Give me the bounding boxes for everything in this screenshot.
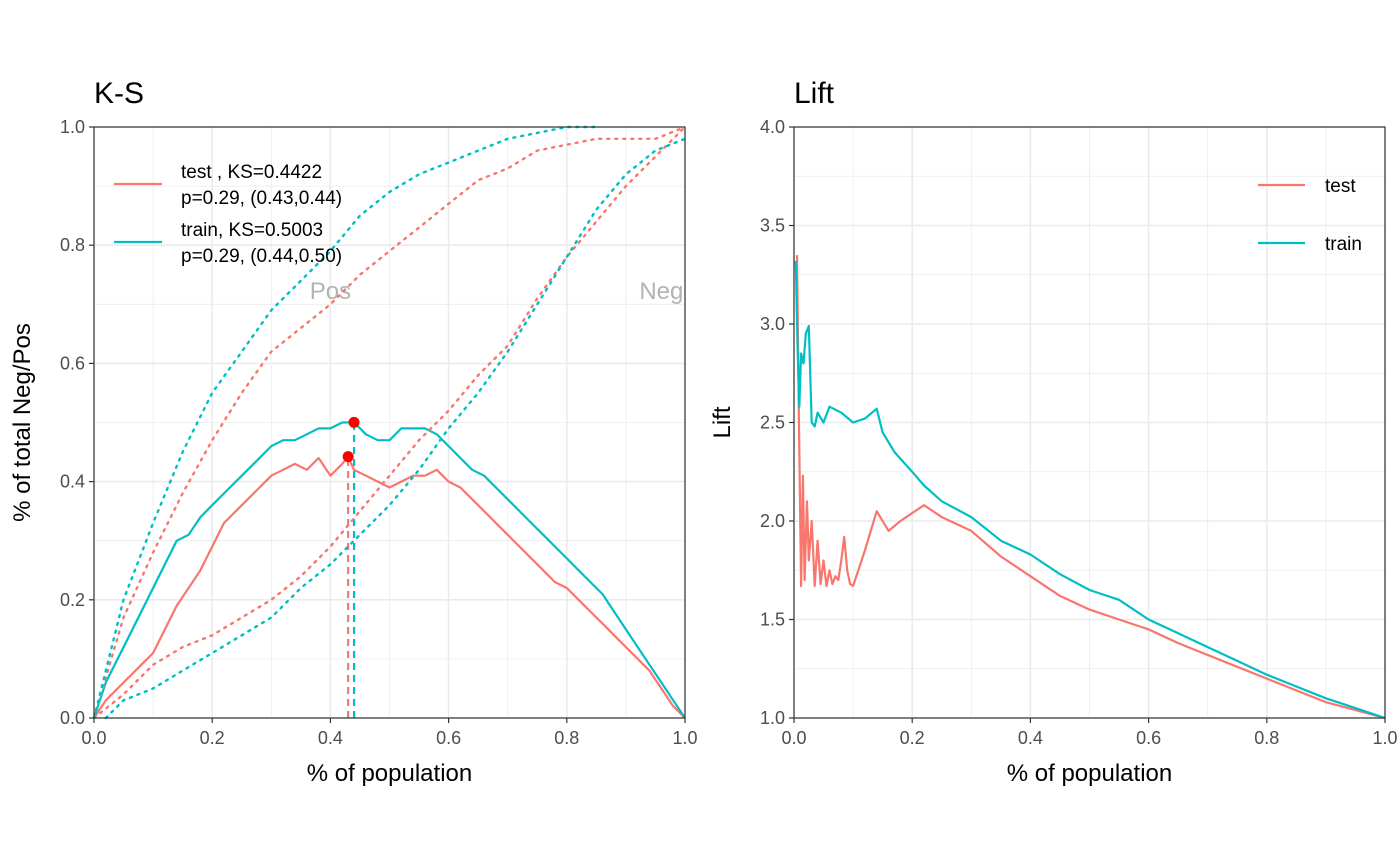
series-line-train_neg bbox=[104, 137, 687, 720]
series-line-train_lift bbox=[794, 260, 1386, 720]
legend-label-test: test , KS=0.4422 bbox=[181, 162, 322, 183]
x-tick-label: 0.0 bbox=[81, 728, 106, 748]
x-tick-label: 1.0 bbox=[672, 728, 697, 748]
series-line-test_pos bbox=[92, 125, 687, 720]
x-tick-label: 0.2 bbox=[200, 728, 225, 748]
y-tick-label: 2.0 bbox=[760, 511, 785, 531]
y-tick-label: 1.0 bbox=[60, 117, 85, 137]
annotation-neg: Neg bbox=[639, 278, 683, 305]
series-line-train_ks bbox=[92, 421, 686, 719]
y-tick-label: 1.5 bbox=[760, 610, 785, 630]
y-tick-label: 0.0 bbox=[60, 708, 85, 728]
y-tick-label: 4.0 bbox=[760, 117, 785, 137]
legend-label-test-detail: p=0.29, (0.43,0.44) bbox=[181, 188, 342, 209]
lift-x-axis-title: % of population bbox=[1007, 760, 1172, 787]
x-tick-label: 0.0 bbox=[781, 728, 806, 748]
lift-chart-title: Lift bbox=[794, 77, 835, 110]
x-tick-label: 0.8 bbox=[554, 728, 579, 748]
y-tick-label: 3.5 bbox=[760, 216, 785, 236]
y-tick-label: 2.5 bbox=[760, 413, 785, 433]
y-tick-label: 0.8 bbox=[60, 235, 85, 255]
y-tick-label: 0.2 bbox=[60, 590, 85, 610]
ks-point-train bbox=[348, 416, 360, 428]
ks-chart-title: K-S bbox=[94, 77, 144, 110]
lift-y-axis-title: Lift bbox=[709, 406, 736, 438]
x-tick-label: 0.4 bbox=[318, 728, 343, 748]
legend-label-test: test bbox=[1325, 176, 1356, 197]
ks-point-test bbox=[342, 451, 354, 463]
ks-y-axis-title: % of total Neg/Pos bbox=[9, 323, 36, 522]
y-tick-label: 0.4 bbox=[60, 472, 85, 492]
legend-label-train-detail: p=0.29, (0.44,0.50) bbox=[181, 246, 342, 267]
x-tick-label: 0.4 bbox=[1018, 728, 1043, 748]
lift-panel: 0.0 0.2 0.4 0.6 0.8 1.0 1.0 1.5 2.0 2.5 3.0 3.5 4.0 L… bbox=[709, 77, 1398, 787]
y-tick-label: 3.0 bbox=[760, 314, 785, 334]
x-tick-label: 0.6 bbox=[436, 728, 461, 748]
y-tick-label: 0.6 bbox=[60, 353, 85, 373]
x-tick-label: 0.8 bbox=[1254, 728, 1279, 748]
y-tick-label: 1.0 bbox=[760, 708, 785, 728]
series-line-train_pos bbox=[92, 125, 598, 720]
series-line-test_neg bbox=[92, 125, 687, 720]
legend-label-train: train bbox=[1325, 234, 1362, 255]
panel-border bbox=[93, 126, 686, 719]
x-tick-label: 0.6 bbox=[1136, 728, 1161, 748]
x-tick-label: 0.2 bbox=[900, 728, 925, 748]
x-tick-label: 1.0 bbox=[1372, 728, 1397, 748]
series-line-test_lift bbox=[795, 255, 1386, 720]
legend-label-train: train, KS=0.5003 bbox=[181, 220, 323, 241]
ks-x-axis-title: % of population bbox=[307, 760, 472, 787]
